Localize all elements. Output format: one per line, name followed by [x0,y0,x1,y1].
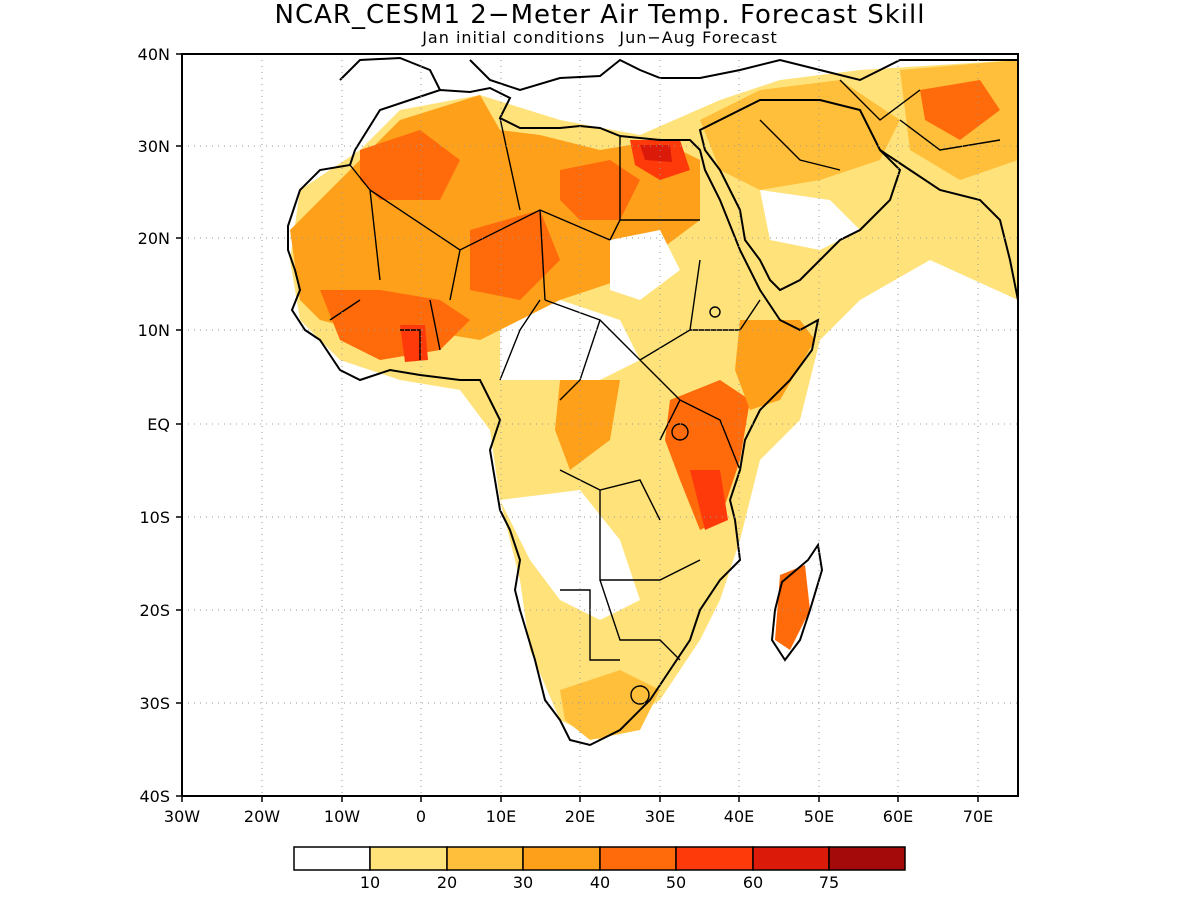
skill-gap-arabia [760,190,860,250]
coastlines [287,56,1018,747]
lon-label: 60E [883,807,913,826]
lon-label: 30E [645,807,675,826]
skill-hotspot-mali [360,130,460,200]
country-borders [329,79,1001,705]
colorbar-tick-label: 40 [590,873,610,892]
lon-labels: 30W 20W 10W 0 10E 20E 30E 40E 50E 60E 70… [164,807,993,826]
subtitle-initial-conditions: Jan initial conditions [422,28,606,47]
map-frame [181,53,1019,797]
lat-label: 10N [138,321,170,340]
map-title: NCAR_CESM1 2−Meter Air Temp. Forecast Sk… [274,0,926,30]
lon-label: 70E [963,807,993,826]
colorbar-box [293,846,371,871]
lon-label: 20E [565,807,595,826]
skill-hotspot-horn [735,320,815,410]
skill-hotspot-madagascar [775,565,810,650]
lat-ticks [176,53,182,797]
lon-ticks [181,796,979,802]
skill-shading [290,60,1018,740]
lon-label: 20W [244,807,280,826]
lat-label: 40N [138,45,170,64]
colorbar-box [828,846,906,871]
africa-coastline [287,86,820,747]
lat-labels: 40N 30N 20N 10N EQ 10S 20S 30S 40S [138,45,170,806]
lat-label: 20N [138,229,170,248]
colorbar-box [752,846,830,871]
colorbar-box [675,846,754,871]
asia-coastline [879,149,1018,301]
map-subtitle: Jan initial conditions Jun−Aug Forecast [0,28,1200,47]
lake-lesotho [630,685,650,705]
skill-hotspot-west-africa [320,290,470,360]
skill-hotspot-tanzania [690,470,728,530]
colorbar-tick-label: 75 [819,873,839,892]
lon-label: 10E [486,807,516,826]
skill-hotspot-iran [920,80,1000,140]
skill-gap-sahara [610,230,680,300]
lon-label: 30W [164,807,200,826]
madagascar-coastline [770,542,824,662]
arabia-coastline [698,99,902,292]
lon-label: 10W [324,807,360,826]
europe-coastline [339,56,1018,92]
ethiopia-marker [709,306,721,318]
colorbar-tick-label: 10 [360,873,380,892]
skill-hotspot-gulf [400,325,428,362]
lat-label: 10S [139,508,170,527]
skill-hotspot-east-africa [665,380,750,530]
colorbar-tick-label: 60 [743,873,763,892]
skill-hotspot-congo [555,380,620,470]
skill-hotspot-chad [470,210,560,300]
colorbar-box [522,846,601,871]
lon-label: 40E [724,807,754,826]
lat-label: 20S [139,601,170,620]
colorbar-box [599,846,677,871]
lon-label: 50E [804,807,834,826]
lat-label: 40S [139,787,170,806]
skill-hotspot-egypt [640,145,672,162]
border [329,79,1001,661]
skill-gap-south [500,490,640,620]
colorbar-tick-label: 30 [513,873,533,892]
colorbar: 10 20 30 40 50 60 75 [293,846,906,892]
skill-gap-central [500,300,640,380]
colorbar-tick-label: 20 [437,873,457,892]
lat-label: 30S [139,694,170,713]
colorbar-tick-label: 50 [666,873,686,892]
lon-label: 0 [416,807,426,826]
subtitle-forecast-period: Jun−Aug Forecast [619,28,778,47]
colorbar-box [446,846,524,871]
colorbar-box [369,846,448,871]
lat-label: EQ [147,415,170,434]
lat-label: 30N [138,137,170,156]
grid-lines [182,54,1018,796]
